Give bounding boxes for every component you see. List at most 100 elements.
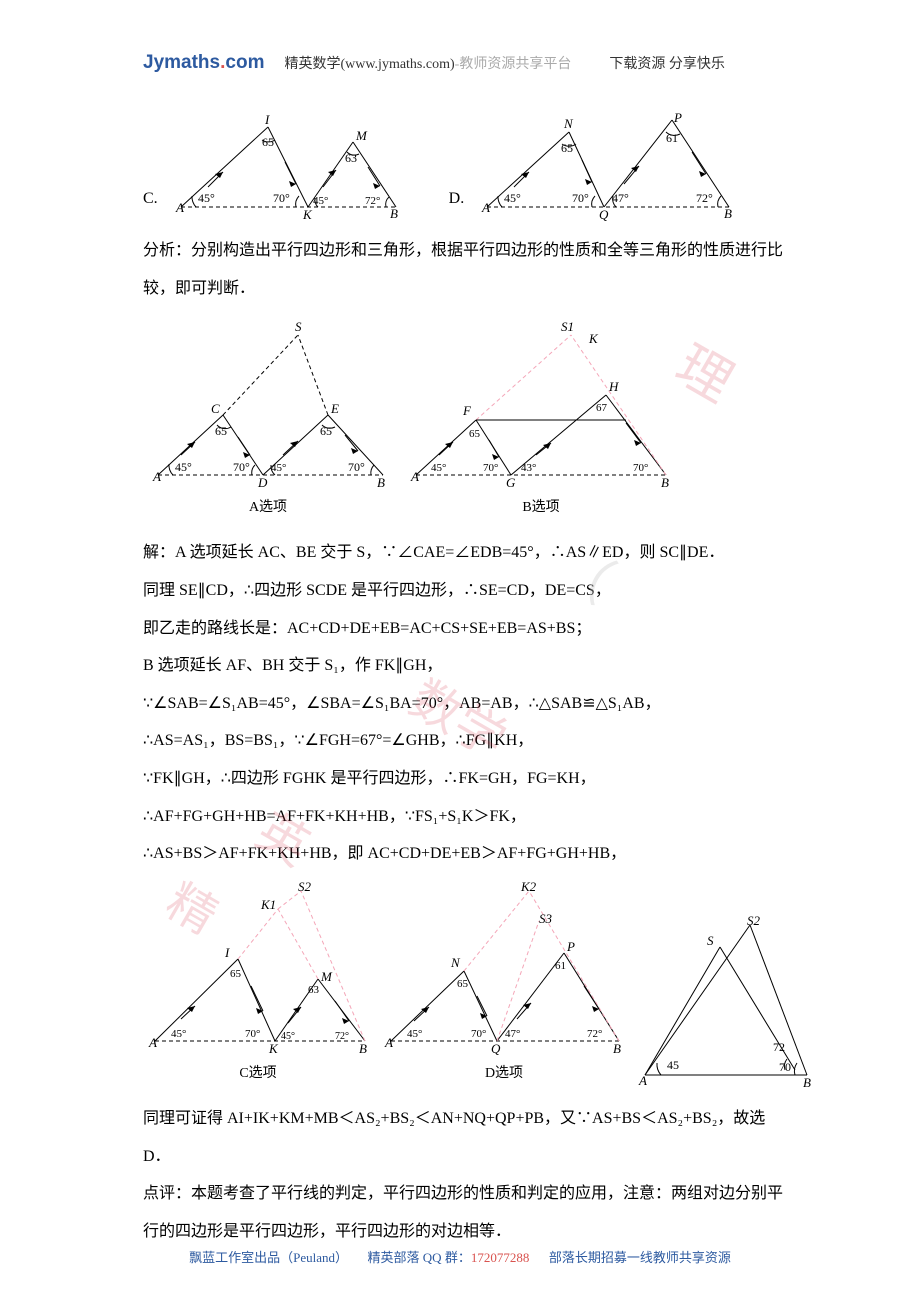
svg-text:K: K xyxy=(302,207,313,222)
svg-text:S2: S2 xyxy=(298,881,312,894)
logo-j: J xyxy=(143,52,154,73)
footer-b: 精英部落 QQ 群： xyxy=(368,1250,471,1265)
logo-ymaths: ymaths xyxy=(154,52,221,73)
svg-text:B: B xyxy=(359,1041,367,1056)
svg-text:65: 65 xyxy=(230,968,242,980)
svg-text:Q: Q xyxy=(491,1041,501,1056)
svg-text:B: B xyxy=(377,475,385,490)
svg-text:B: B xyxy=(724,206,732,221)
diagram-c: A I K M B 45° 65 70° 45° 63 72° xyxy=(168,112,403,222)
svg-text:70°: 70° xyxy=(245,1028,260,1040)
p7: ∵FK∥GH，∴四边形 FGHK 是平行四边形，∴FK=GH，FG=KH， xyxy=(143,760,785,798)
figure-row-1: C. A I K M B 45° 65 70° 45° 63 xyxy=(143,112,785,222)
svg-text:43°: 43° xyxy=(521,462,536,474)
svg-text:45°: 45° xyxy=(431,462,446,474)
svg-text:D: D xyxy=(257,475,268,490)
svg-text:70°: 70° xyxy=(471,1028,486,1040)
p6: ∴AS=AS₁，BS=BS₁，∵∠FGH=67°=∠GHB，∴FG∥KH， xyxy=(143,722,785,760)
svg-text:61: 61 xyxy=(555,960,566,972)
header-site: 精英数学(www.jymaths.com)-教师资源共享平台 xyxy=(284,53,571,73)
logo-com: com xyxy=(225,52,264,73)
caption-b: B选项 xyxy=(522,492,559,524)
svg-text:65: 65 xyxy=(457,978,469,990)
svg-text:45°: 45° xyxy=(171,1028,186,1040)
figure-row-3: A I K M B K1 S2 45° 65 70° 45° 63 72° C选… xyxy=(143,881,785,1090)
diagram-b-option: A F G H B S1 K 45° 65 70° 43° 67 70° xyxy=(401,315,681,490)
svg-text:70°: 70° xyxy=(483,462,498,474)
svg-text:G: G xyxy=(506,475,516,490)
p5: ∵∠SAB=∠S₁AB=45°，∠SBA=∠S₁BA=70°，AB=AB，∴△S… xyxy=(143,685,785,723)
analysis-text: 分析：分别构造出平行四边形和三角形，根据平行四边形的性质和全等三角形的性质进行比… xyxy=(143,232,785,307)
site-tag: -教师资源共享平台 xyxy=(455,57,572,72)
svg-text:45°: 45° xyxy=(407,1028,422,1040)
svg-text:I: I xyxy=(264,112,270,127)
svg-text:65: 65 xyxy=(561,141,573,155)
svg-text:A: A xyxy=(148,1035,157,1050)
svg-text:72°: 72° xyxy=(587,1028,602,1040)
svg-text:K1: K1 xyxy=(260,897,276,912)
diagram-c-option: A I K M B K1 S2 45° 65 70° 45° 63 72° xyxy=(143,881,373,1056)
diagram-a-option-col: A C D E B S 45° 65 70° 45° 65 70° A选项 xyxy=(143,315,393,524)
svg-text:N: N xyxy=(563,116,574,131)
p9: ∴AS+BS＞AF+FK+KH+HB，即 AC+CD+DE+EB＞AF+FG+G… xyxy=(143,835,785,873)
site-url: (www.jymaths.com) xyxy=(340,57,454,72)
svg-text:S3: S3 xyxy=(539,911,553,926)
svg-text:65: 65 xyxy=(320,424,332,438)
svg-text:H: H xyxy=(608,379,619,394)
p1: 解：A 选项延长 AC、BE 交于 S，∵∠CAE=∠EDB=45°，∴AS∥E… xyxy=(143,534,785,572)
svg-text:I: I xyxy=(224,945,230,960)
svg-text:63: 63 xyxy=(308,984,320,996)
page-footer: 飘蓝工作室出品（Peuland） 精英部落 QQ 群：172077288 部落长… xyxy=(0,1247,920,1266)
svg-text:M: M xyxy=(355,128,368,143)
diagram-d-option-col: A N Q P B K2 S3 45° 65 70° 47° 61 72° D选… xyxy=(379,881,629,1090)
content: C. A I K M B 45° 65 70° 45° 63 xyxy=(0,74,920,1250)
svg-text:72°: 72° xyxy=(365,195,380,207)
svg-text:70°: 70° xyxy=(233,460,250,474)
svg-text:B: B xyxy=(803,1075,811,1090)
logo: Jymaths.com xyxy=(143,52,264,74)
svg-text:E: E xyxy=(330,401,339,416)
svg-text:45: 45 xyxy=(667,1058,679,1072)
svg-text:45°: 45° xyxy=(504,191,521,205)
diagram-s2-col: A S S2 B 45 72 70 xyxy=(635,915,815,1090)
diagram-b-option-col: A F G H B S1 K 45° 65 70° 43° 67 70° B选项 xyxy=(401,315,681,524)
svg-text:F: F xyxy=(462,403,472,418)
diagram-d-option: A N Q P B K2 S3 45° 65 70° 47° 61 72° xyxy=(379,881,629,1056)
svg-text:S: S xyxy=(295,319,302,334)
svg-text:A: A xyxy=(175,200,184,215)
svg-text:B: B xyxy=(390,206,398,221)
p3: 即乙走的路线长是：AC+CD+DE+EB=AC+CS+SE+EB=AS+BS； xyxy=(143,610,785,648)
option-d-letter: D. xyxy=(449,181,465,222)
svg-text:47°: 47° xyxy=(612,191,629,205)
svg-text:A: A xyxy=(152,469,161,484)
p2: 同理 SE∥CD，∴四边形 SCDE 是平行四边形，∴SE=CD，DE=CS， xyxy=(143,572,785,610)
diagram-a-option: A C D E B S 45° 65 70° 45° 65 70° xyxy=(143,315,393,490)
svg-text:K: K xyxy=(268,1041,279,1056)
svg-text:65: 65 xyxy=(469,428,481,440)
svg-text:P: P xyxy=(566,939,575,954)
svg-text:65: 65 xyxy=(215,424,227,438)
svg-text:61: 61 xyxy=(666,131,678,145)
diagram-s2: A S S2 B 45 72 70 xyxy=(635,915,815,1090)
svg-text:47°: 47° xyxy=(505,1028,520,1040)
svg-text:72°: 72° xyxy=(696,191,713,205)
p8: ∴AF+FG+GH+HB=AF+FK+KH+HB，∵FS₁+S₁K＞FK， xyxy=(143,798,785,836)
svg-text:45°: 45° xyxy=(281,1031,295,1042)
svg-text:72°: 72° xyxy=(335,1031,349,1042)
svg-text:A: A xyxy=(481,200,490,215)
diagram-c-option-col: A I K M B K1 S2 45° 65 70° 45° 63 72° C选… xyxy=(143,881,373,1090)
p10: 同理可证得 AI+IK+KM+MB＜AS₂+BS₂＜AN+NQ+QP+PB，又∵… xyxy=(143,1100,785,1175)
svg-text:Q: Q xyxy=(599,207,609,222)
caption-c: C选项 xyxy=(239,1058,276,1090)
option-c-letter: C. xyxy=(143,181,158,222)
svg-text:S2: S2 xyxy=(747,915,761,928)
caption-d: D选项 xyxy=(485,1058,523,1090)
svg-text:72: 72 xyxy=(773,1040,785,1054)
svg-text:A: A xyxy=(384,1035,393,1050)
svg-text:K: K xyxy=(588,331,599,346)
svg-text:70°: 70° xyxy=(273,191,290,205)
svg-text:P: P xyxy=(673,112,682,125)
footer-a: 飘蓝工作室出品（Peuland） xyxy=(189,1250,348,1265)
svg-text:B: B xyxy=(661,475,669,490)
svg-text:45°: 45° xyxy=(271,462,286,474)
